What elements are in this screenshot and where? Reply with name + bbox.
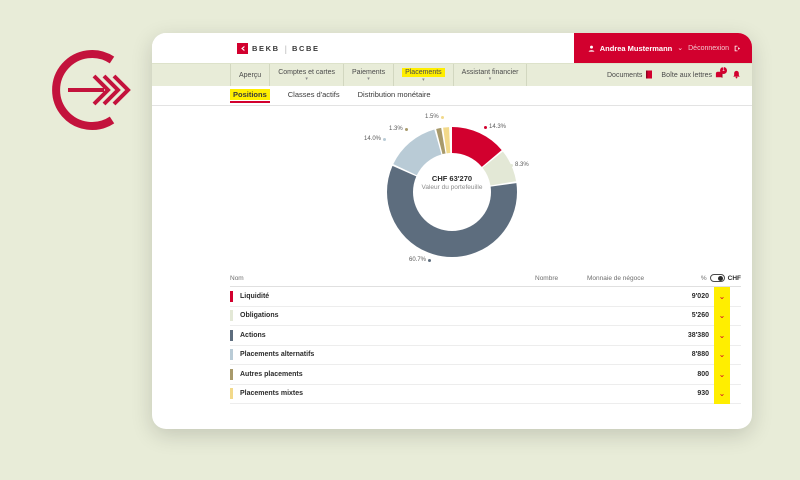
user-name[interactable]: Andrea Mustermann: [599, 43, 673, 53]
row-color-swatch: [230, 368, 233, 380]
bank-logo[interactable]: BEKB | BCBE: [237, 43, 320, 54]
nav-label: Assistant financier: [461, 68, 519, 76]
donut-chart: CHF 63'270 Valeur du portefeuille 14.3% …: [362, 110, 542, 272]
pct-label-placements-mixtes: 1.5%: [425, 114, 444, 120]
slice-actions: [387, 127, 517, 257]
nav-item-comptes-et-cartes[interactable]: Comptes et cartes ▾: [270, 64, 344, 86]
row-amount: 5'260: [691, 312, 709, 320]
user-icon: [588, 39, 595, 57]
table-row[interactable]: Placements alternatifs 8'880: [230, 346, 741, 365]
column-header-nom: Nom: [230, 274, 244, 282]
row-color-swatch: [230, 290, 233, 302]
row-color-swatch: [230, 349, 233, 361]
row-name: Obligations: [240, 312, 279, 320]
nav-item-apercu[interactable]: Aperçu: [230, 64, 271, 86]
nav-item-boite-aux-lettres[interactable]: Boîte aux lettres 1: [661, 66, 727, 81]
tab-distribution-monetaire[interactable]: Distribution monétaire: [358, 90, 431, 102]
main-navigation: Aperçu Comptes et cartes ▾ Paiements ▾ P…: [152, 63, 752, 86]
row-expand-button[interactable]: ⌄: [714, 384, 730, 404]
row-name: Placements alternatifs: [240, 351, 315, 359]
nav-label: Placements: [402, 67, 445, 77]
nav-item-placements[interactable]: Placements ▾: [394, 64, 454, 86]
tab-label: Classes d'actifs: [287, 89, 340, 99]
row-expand-column: ⌄ ⌄ ⌄ ⌄ ⌄ ⌄: [714, 287, 730, 404]
nav-item-assistant-financier[interactable]: Assistant financier ▾: [454, 64, 528, 86]
nav-item-documents[interactable]: Documents: [607, 70, 653, 81]
row-expand-button[interactable]: ⌄: [714, 306, 730, 326]
row-color-swatch: [230, 329, 233, 341]
chevron-down-icon: ▾: [488, 75, 492, 82]
row-name: Autres placements: [240, 370, 303, 378]
logo-text-bekb: BEKB: [252, 44, 280, 53]
row-amount: 8'880: [691, 351, 709, 359]
row-expand-button[interactable]: ⌄: [714, 345, 730, 365]
tab-label: Positions: [230, 88, 270, 100]
sub-navigation: Positions Classes d'actifs Distribution …: [152, 86, 752, 106]
unit-toggle-switch[interactable]: [709, 274, 725, 282]
portfolio-chart-area: CHF 63'270 Valeur du portefeuille 14.3% …: [152, 106, 752, 274]
logo-text-bcbe: BCBE: [292, 44, 320, 53]
table-row[interactable]: Obligations 5'260: [230, 307, 741, 326]
pct-label-liquidite: 14.3%: [484, 124, 506, 130]
toggle-label-percent: %: [700, 274, 707, 282]
chevron-down-icon: ▾: [422, 76, 425, 83]
bell-icon[interactable]: [732, 70, 741, 81]
column-header-monnaie: Monnaie de négoce: [587, 274, 645, 282]
documents-label: Documents: [607, 71, 643, 79]
nav-label: Aperçu: [239, 71, 262, 79]
logo-separator: |: [284, 43, 287, 54]
chevron-down-icon: ▾: [367, 75, 370, 82]
row-amount: 800: [697, 370, 709, 378]
nav-utilities: Documents Boîte aux lettres 1: [607, 64, 752, 86]
row-expand-button[interactable]: ⌄: [714, 326, 730, 346]
tab-positions[interactable]: Positions: [230, 88, 270, 103]
row-expand-button[interactable]: ⌄: [714, 365, 730, 385]
row-amount: 930: [697, 390, 709, 398]
app-window: BEKB | BCBE Andrea Mustermann ⌄ Déconnex…: [152, 33, 752, 429]
logout-icon[interactable]: [734, 39, 741, 57]
mailbox-badge: 1: [720, 66, 727, 74]
table-row[interactable]: Placements mixtes 930: [230, 385, 741, 404]
table-row[interactable]: Autres placements 800: [230, 365, 741, 385]
table-row[interactable]: Liquidité 9'020: [230, 287, 741, 307]
user-bar: Andrea Mustermann ⌄ Déconnexion: [573, 33, 752, 63]
chevron-down-icon: ▾: [305, 75, 308, 82]
nav-label: Comptes et cartes: [278, 68, 335, 76]
tab-label: Distribution monétaire: [357, 89, 431, 99]
row-expand-button[interactable]: ⌄: [714, 287, 730, 307]
nav-item-paiements[interactable]: Paiements ▾: [344, 64, 395, 86]
slice-liquidite: [387, 127, 517, 257]
row-name: Placements mixtes: [240, 390, 304, 398]
pct-label-placements-alternatifs: 14.0%: [364, 136, 387, 142]
row-name: Liquidité: [240, 292, 270, 300]
nav-items: Aperçu Comptes et cartes ▾ Paiements ▾ P…: [230, 64, 528, 86]
logout-label[interactable]: Déconnexion: [688, 44, 729, 52]
positions-table: Nom Nombre Monnaie de négoce % CHF Liqui…: [152, 274, 752, 404]
chevron-down-icon[interactable]: ⌄: [677, 45, 684, 52]
table-row[interactable]: Actions 38'380: [230, 326, 741, 346]
pct-label-obligations: 8.3%: [510, 162, 529, 168]
mailbox-icon: 1: [715, 66, 727, 81]
row-amount: 38'380: [687, 331, 709, 339]
toggle-label-chf: CHF: [727, 274, 741, 282]
logo-mark-icon: [237, 43, 248, 54]
table-body: Liquidité 9'020 Obligations 5'260 Action…: [230, 287, 741, 404]
table-header-row: Nom Nombre Monnaie de négoce % CHF: [230, 274, 741, 287]
pct-label-actions: 60.7%: [409, 257, 432, 263]
document-icon: [645, 70, 653, 81]
row-color-swatch: [230, 310, 233, 322]
row-name: Actions: [240, 331, 266, 339]
top-bar: BEKB | BCBE Andrea Mustermann ⌄ Déconnex…: [152, 33, 752, 63]
arrow-circle-logo: [42, 44, 134, 136]
pct-label-autres-placements: 1.3%: [389, 126, 408, 132]
nav-label: Paiements: [352, 68, 386, 76]
row-color-swatch: [230, 388, 233, 400]
column-header-nombre: Nombre: [535, 274, 559, 282]
mailbox-label: Boîte aux lettres: [661, 71, 712, 79]
tab-classes-dactifs[interactable]: Classes d'actifs: [288, 90, 340, 102]
unit-toggle-group[interactable]: % CHF: [679, 274, 741, 282]
row-amount: 9'020: [691, 292, 709, 300]
